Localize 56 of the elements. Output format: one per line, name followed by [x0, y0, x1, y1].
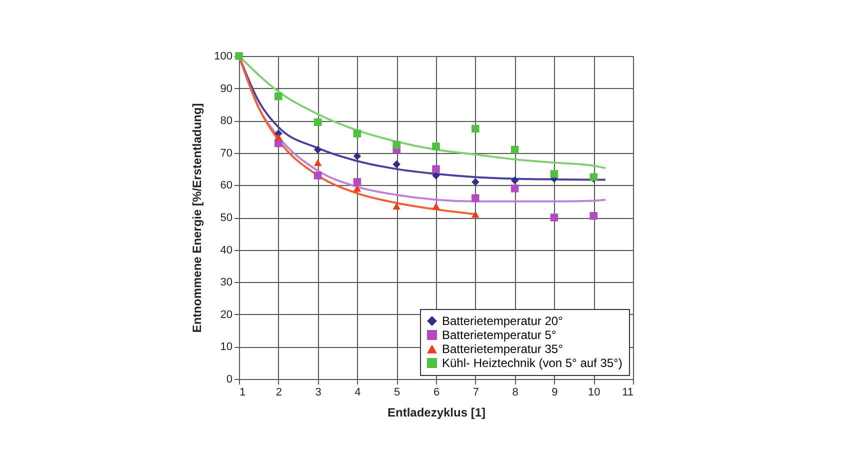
point: [274, 92, 282, 100]
point: [353, 178, 362, 186]
x-tick-label: 11: [622, 386, 634, 398]
x-tick-label: 3: [315, 386, 322, 398]
y-tick-label: 10: [220, 341, 232, 354]
point: [314, 159, 322, 166]
y-tick-label: 30: [220, 276, 232, 289]
y-tick-label: 50: [220, 212, 232, 224]
point: [353, 185, 362, 192]
point: [550, 170, 558, 178]
x-tick-label: 10: [588, 386, 600, 398]
x-axis-title: Entladezyklus [1]: [387, 406, 486, 420]
x-tick-label: 6: [433, 386, 440, 398]
legend-label: Batterietemperatur 5°: [442, 328, 556, 342]
x-tick-label: 5: [394, 386, 400, 398]
point: [392, 160, 400, 168]
x-tick-label: 2: [276, 386, 282, 398]
point: [314, 118, 322, 126]
y-tick-label: 70: [220, 147, 232, 160]
point: [510, 184, 519, 192]
point: [353, 152, 362, 160]
point: [510, 146, 519, 154]
point: [472, 210, 480, 218]
point: [314, 172, 322, 180]
point: [392, 202, 400, 210]
point: [314, 146, 322, 154]
point: [274, 139, 282, 148]
legend-label: Batterietemperatur 35°: [442, 342, 564, 356]
y-tick-label: 90: [220, 82, 232, 95]
x-tick-label: 7: [472, 386, 479, 398]
point: [353, 130, 362, 138]
point: [235, 52, 243, 60]
legend-label: Batterietemperatur 20°: [442, 314, 564, 328]
y-axis-title: Entnommene Energie [%/Erstentladung]: [190, 103, 204, 333]
y-tick-label: 0: [226, 374, 232, 386]
y-tick-label: 40: [220, 244, 232, 256]
y-tick-label: 20: [220, 308, 232, 321]
legend-label: Kühl- Heiztechnik (von 5° auf 35°): [442, 356, 622, 370]
y-tick-label: 100: [214, 50, 232, 62]
point: [432, 202, 440, 210]
point: [392, 140, 400, 149]
x-tick-label: 1: [240, 386, 246, 398]
x-tick-label: 9: [552, 386, 558, 398]
x-tick-label: 4: [354, 386, 361, 398]
point: [472, 194, 480, 202]
point: [550, 214, 558, 222]
point: [510, 176, 519, 184]
point: [590, 212, 598, 220]
point: [432, 165, 440, 173]
point: [472, 124, 480, 133]
point: [274, 133, 282, 140]
y-tick-label: 80: [220, 115, 232, 128]
y-tick-label: 60: [220, 180, 232, 192]
x-tick-label: 8: [512, 386, 518, 398]
point: [472, 178, 480, 186]
point: [432, 142, 440, 150]
